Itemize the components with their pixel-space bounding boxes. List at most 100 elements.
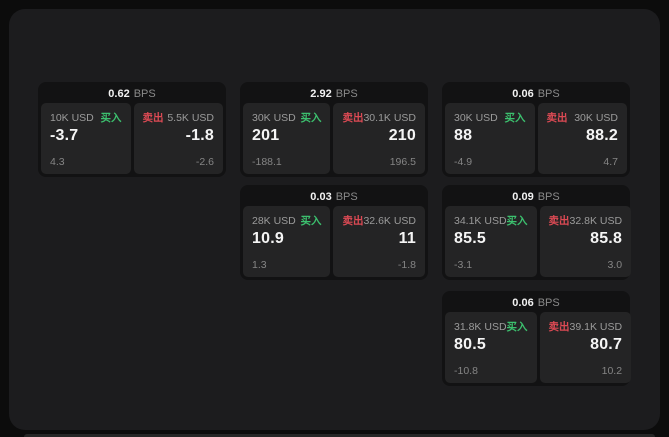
sell-price: 210 bbox=[388, 127, 416, 144]
panels: 31.8K USD 买入 80.5 -10.8 卖出 39.1K USD 80.… bbox=[445, 312, 632, 383]
panels: 30K USD 买入 201 -188.1 卖出 30.1K USD 210 1… bbox=[243, 103, 425, 174]
buy-panel[interactable]: 34.1K USD 买入 85.5 -3.1 bbox=[445, 206, 537, 277]
bps-value: 0.62 bbox=[108, 88, 130, 100]
buy-size: 34.1K USD bbox=[454, 214, 507, 227]
sell-panel[interactable]: 卖出 39.1K USD 80.7 10.2 bbox=[539, 312, 632, 383]
sell-size: 30.1K USD bbox=[363, 111, 416, 124]
sell-tag: 卖出 bbox=[142, 112, 164, 124]
buy-tag: 买入 bbox=[300, 215, 322, 227]
sell-price: 88.2 bbox=[586, 127, 618, 144]
buy-panel-top: 30K USD 买入 bbox=[454, 110, 526, 125]
buy-panel[interactable]: 30K USD 买入 201 -188.1 bbox=[243, 103, 331, 174]
buy-tag: 买入 bbox=[504, 112, 526, 124]
buy-price: -3.7 bbox=[50, 127, 79, 144]
sell-change: 10.2 bbox=[601, 365, 623, 377]
sell-panel[interactable]: 卖出 30.1K USD 210 196.5 bbox=[333, 103, 425, 174]
sell-tag: 卖出 bbox=[548, 215, 570, 227]
buy-size: 10K USD bbox=[50, 111, 94, 124]
sell-change: 196.5 bbox=[389, 156, 416, 168]
bps-label: BPS bbox=[537, 88, 560, 100]
sell-panel-top: 卖出 39.1K USD bbox=[549, 319, 623, 334]
buy-panel-top: 30K USD 买入 bbox=[252, 110, 321, 125]
card-header: 0.09 BPS bbox=[445, 188, 627, 206]
sell-tag: 卖出 bbox=[342, 215, 364, 227]
card-header: 0.03 BPS bbox=[243, 188, 425, 206]
sell-change: 4.7 bbox=[603, 156, 618, 168]
buy-tag: 买入 bbox=[506, 321, 528, 333]
sell-change: -2.6 bbox=[195, 156, 214, 168]
sell-change: -1.8 bbox=[397, 259, 416, 271]
sell-price: 11 bbox=[398, 230, 416, 247]
bps-label: BPS bbox=[335, 88, 358, 100]
quote-row-2: 0.03 BPS 28K USD 买入 10.9 1.3 卖出 32.6K US… bbox=[240, 185, 632, 280]
sell-size: 39.1K USD bbox=[569, 320, 623, 333]
sell-tag: 卖出 bbox=[342, 112, 364, 124]
buy-panel[interactable]: 31.8K USD 买入 80.5 -10.8 bbox=[445, 312, 537, 383]
sell-price: -1.8 bbox=[185, 127, 214, 144]
sell-panel-top: 卖出 30K USD bbox=[547, 110, 619, 125]
quote-card-6: 0.06 BPS 31.8K USD 买入 80.5 -10.8 卖出 39.1… bbox=[442, 291, 632, 386]
buy-panel-top: 10K USD 买入 bbox=[50, 110, 122, 125]
bottom-window-edge bbox=[24, 434, 655, 437]
sell-size: 30K USD bbox=[574, 111, 618, 124]
buy-tag: 买入 bbox=[506, 215, 528, 227]
sell-tag: 卖出 bbox=[546, 112, 568, 124]
sell-panel[interactable]: 卖出 32.6K USD 11 -1.8 bbox=[333, 206, 425, 277]
quote-card-4: 0.03 BPS 28K USD 买入 10.9 1.3 卖出 32.6K US… bbox=[240, 185, 428, 280]
quote-card-2: 2.92 BPS 30K USD 买入 201 -188.1 卖出 30.1K … bbox=[240, 82, 428, 177]
buy-change: -3.1 bbox=[454, 259, 473, 271]
buy-price: 80.5 bbox=[454, 336, 486, 353]
buy-size: 30K USD bbox=[454, 111, 498, 124]
card-header: 0.62 BPS bbox=[41, 85, 223, 103]
buy-panel[interactable]: 28K USD 买入 10.9 1.3 bbox=[243, 206, 331, 277]
buy-tag: 买入 bbox=[100, 112, 122, 124]
buy-panel-top: 28K USD 买入 bbox=[252, 213, 321, 228]
panels: 10K USD 买入 -3.7 4.3 卖出 5.5K USD -1.8 -2.… bbox=[41, 103, 223, 174]
panels: 28K USD 买入 10.9 1.3 卖出 32.6K USD 11 -1.8 bbox=[243, 206, 425, 277]
panels: 30K USD 买入 88 -4.9 卖出 30K USD 88.2 4.7 bbox=[445, 103, 627, 174]
buy-panel-top: 31.8K USD 买入 bbox=[454, 319, 528, 334]
buy-change: -10.8 bbox=[454, 365, 478, 377]
buy-size: 31.8K USD bbox=[454, 320, 507, 333]
sell-size: 5.5K USD bbox=[167, 111, 214, 124]
sell-panel-top: 卖出 32.8K USD bbox=[549, 213, 623, 228]
sell-price: 85.8 bbox=[590, 230, 623, 247]
buy-change: 1.3 bbox=[252, 259, 267, 271]
bps-label: BPS bbox=[133, 88, 156, 100]
buy-panel[interactable]: 10K USD 买入 -3.7 4.3 bbox=[41, 103, 131, 174]
sell-panel[interactable]: 卖出 30K USD 88.2 4.7 bbox=[537, 103, 627, 174]
bps-label: BPS bbox=[537, 297, 560, 309]
sell-change: 3.0 bbox=[607, 259, 623, 271]
buy-tag: 买入 bbox=[300, 112, 322, 124]
buy-price: 201 bbox=[252, 127, 280, 144]
sell-price: 80.7 bbox=[590, 336, 623, 353]
quote-card-5: 0.09 BPS 34.1K USD 买入 85.5 -3.1 卖出 32.8K… bbox=[442, 185, 632, 280]
card-header: 2.92 BPS bbox=[243, 85, 425, 103]
bps-value: 0.03 bbox=[310, 191, 332, 203]
bps-value: 0.06 bbox=[512, 88, 534, 100]
sell-panel[interactable]: 卖出 32.8K USD 85.8 3.0 bbox=[539, 206, 632, 277]
buy-change: -4.9 bbox=[454, 156, 473, 168]
buy-size: 28K USD bbox=[252, 214, 296, 227]
quote-row-3: 0.06 BPS 31.8K USD 买入 80.5 -10.8 卖出 39.1… bbox=[442, 291, 632, 386]
buy-change: 4.3 bbox=[50, 156, 65, 168]
quote-card-3: 0.06 BPS 30K USD 买入 88 -4.9 卖出 30K USD 8… bbox=[442, 82, 630, 177]
sell-tag: 卖出 bbox=[548, 321, 570, 333]
sell-panel-top: 卖出 32.6K USD bbox=[342, 213, 416, 228]
bps-value: 0.06 bbox=[512, 297, 534, 309]
sell-size: 32.8K USD bbox=[569, 214, 623, 227]
buy-panel[interactable]: 30K USD 买入 88 -4.9 bbox=[445, 103, 535, 174]
panels: 34.1K USD 买入 85.5 -3.1 卖出 32.8K USD 85.8… bbox=[445, 206, 632, 277]
sell-panel[interactable]: 卖出 5.5K USD -1.8 -2.6 bbox=[133, 103, 223, 174]
buy-price: 88 bbox=[454, 127, 473, 144]
buy-size: 30K USD bbox=[252, 111, 296, 124]
quote-card-1: 0.62 BPS 10K USD 买入 -3.7 4.3 卖出 5.5K USD… bbox=[38, 82, 226, 177]
buy-change: -188.1 bbox=[252, 156, 282, 168]
sell-panel-top: 卖出 30.1K USD bbox=[342, 110, 416, 125]
bps-value: 2.92 bbox=[310, 88, 332, 100]
bps-label: BPS bbox=[537, 191, 560, 203]
bps-label: BPS bbox=[335, 191, 358, 203]
card-header: 0.06 BPS bbox=[445, 85, 627, 103]
buy-price: 10.9 bbox=[252, 230, 284, 247]
buy-price: 85.5 bbox=[454, 230, 486, 247]
